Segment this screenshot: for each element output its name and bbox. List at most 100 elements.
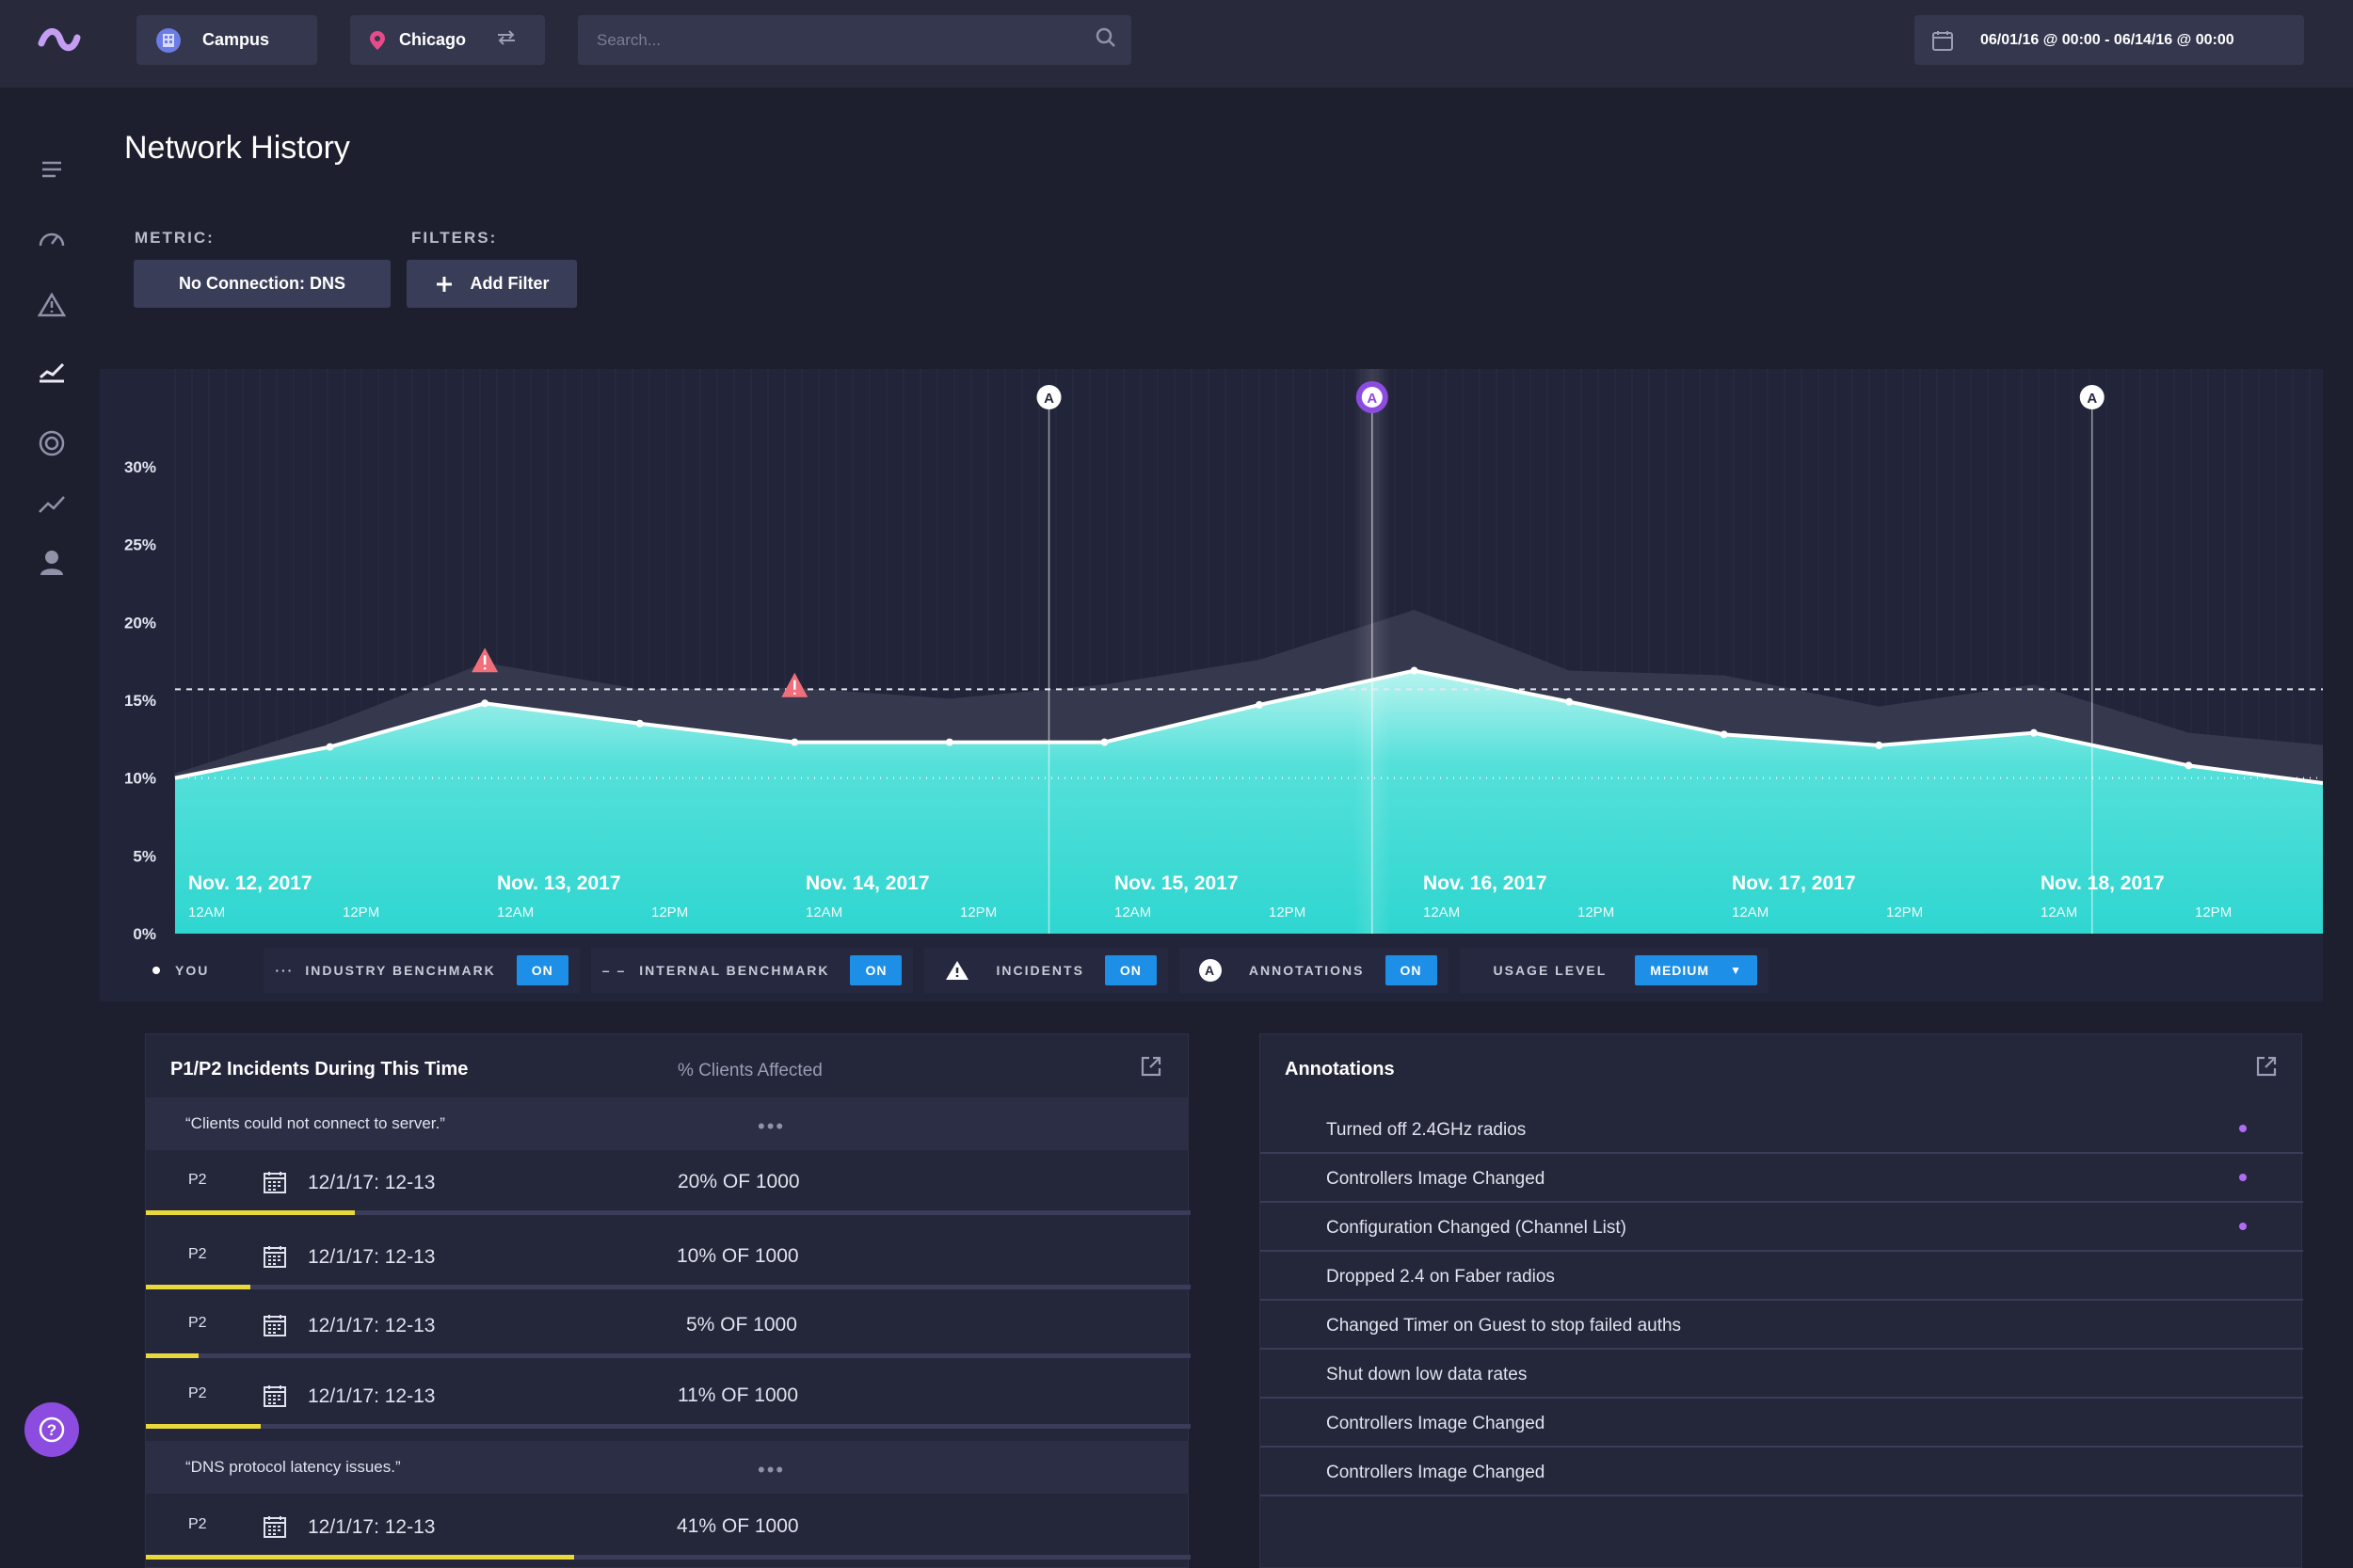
progress-fill: [146, 1424, 262, 1429]
annotation-text: Dropped 2.4 on Faber radios: [1326, 1267, 1555, 1287]
add-filter-label: Add Filter: [470, 274, 550, 293]
you-dot-icon: [152, 967, 160, 974]
legend-internal-benchmark: – – INTERNAL BENCHMARK ON: [590, 948, 914, 993]
y-tick-label: 15%: [124, 692, 156, 710]
network-history-chart: 30% 25% 20% 15% 10% 5% 0% A A A Nov. 12, 2017 12AM 1…: [100, 369, 2323, 1001]
search-field[interactable]: Search...: [578, 15, 1131, 65]
more-options-icon[interactable]: •••: [758, 1114, 786, 1138]
metric-select[interactable]: No Connection: DNS: [134, 260, 391, 308]
progress-fill: [146, 1353, 199, 1358]
annotation-marker-dot: [2239, 1174, 2247, 1181]
data-point: [1100, 738, 1109, 746]
app-logo[interactable]: [38, 23, 81, 60]
usage-level-dropdown[interactable]: MEDIUM ▼: [1635, 955, 1757, 985]
radar-icon[interactable]: [36, 427, 68, 459]
x-sub-tick-label: 12PM: [1269, 904, 1305, 920]
help-button[interactable]: ?: [24, 1402, 79, 1457]
location-selector[interactable]: Chicago: [350, 15, 545, 65]
dashboard-gauge-icon[interactable]: [36, 222, 68, 254]
menu-icon[interactable]: [36, 153, 68, 185]
annotation-text: Controllers Image Changed: [1326, 1169, 1545, 1189]
legend-usage-label: USAGE LEVEL: [1493, 963, 1608, 978]
data-point: [1410, 666, 1418, 675]
annotation-item[interactable]: Changed Timer on Guest to stop failed au…: [1260, 1301, 2303, 1350]
incident-row[interactable]: P2 12/1/17: 12-13 20% OF 1000: [146, 1149, 1191, 1215]
x-day-label: Nov. 16, 2017: [1423, 872, 1547, 894]
y-tick-label: 10%: [124, 770, 156, 788]
incident-clients-affected: 41% OF 1000: [677, 1515, 799, 1537]
x-sub-tick-label: 12PM: [651, 904, 688, 920]
incident-warning-icon: [945, 960, 969, 981]
annotation-item[interactable]: Shut down low data rates: [1260, 1350, 2303, 1399]
add-filter-button[interactable]: Add Filter: [407, 260, 577, 308]
progress-track: [146, 1353, 1191, 1358]
annotation-item[interactable]: Turned off 2.4GHz radios: [1260, 1105, 2303, 1154]
location-pin-icon: [369, 30, 386, 51]
incident-row[interactable]: P2 12/1/17: 12-13 5% OF 1000: [146, 1292, 1191, 1358]
x-day-label: Nov. 18, 2017: [2041, 872, 2165, 894]
progress-track: [146, 1210, 1191, 1215]
y-tick-label: 0%: [133, 925, 156, 943]
x-sub-tick-label: 12PM: [2195, 904, 2232, 920]
data-point: [2029, 728, 2038, 737]
incident-row[interactable]: P2 12/1/17: 12-13 11% OF 1000: [146, 1363, 1191, 1429]
annotation-marker-label: A: [1044, 391, 1054, 407]
x-sub-tick-label: 12PM: [343, 904, 379, 920]
trends-icon[interactable]: [36, 488, 68, 520]
dotted-line-icon: ···: [275, 963, 295, 978]
annotation-marker-inner: [1361, 387, 1383, 408]
annotations-toggle[interactable]: ON: [1385, 955, 1437, 985]
incident-row[interactable]: P2 12/1/17: 12-13 10% OF 1000: [146, 1224, 1191, 1289]
x-sub-tick-label: 12AM: [806, 904, 842, 920]
annotation-marker-label: A: [2087, 391, 2097, 407]
annotation-item[interactable]: Controllers Image Changed: [1260, 1448, 2303, 1496]
x-sub-tick-label: 12AM: [1732, 904, 1769, 920]
annotation-marker-dot: [2239, 1223, 2247, 1230]
annotation-marker-dot: [2239, 1125, 2247, 1132]
incident-group[interactable]: “Clients could not connect to server.” •…: [146, 1097, 1189, 1150]
x-sub-tick-label: 12PM: [1577, 904, 1614, 920]
annotation-item[interactable]: Controllers Image Changed: [1260, 1399, 2303, 1448]
incident-priority: P2: [188, 1516, 207, 1532]
data-point: [945, 738, 953, 746]
filters-label: FILTERS:: [411, 229, 498, 247]
incident-group[interactable]: “DNS protocol latency issues.” •••: [146, 1441, 1189, 1494]
chart-svg: 30% 25% 20% 15% 10% 5% 0% A A A Nov. 12, 2017 12AM 1…: [124, 369, 2323, 943]
data-point: [1875, 741, 1883, 749]
swap-icon[interactable]: [496, 29, 517, 51]
progress-fill: [146, 1285, 250, 1289]
svg-text:?: ?: [47, 1421, 56, 1439]
location-label: Chicago: [399, 30, 467, 49]
legend-usage-level: USAGE LEVEL MEDIUM ▼: [1459, 948, 1769, 993]
more-options-icon[interactable]: •••: [758, 1458, 786, 1481]
incident-priority: P2: [188, 1246, 207, 1262]
legend-annotations-label: ANNOTATIONS: [1248, 963, 1365, 978]
annotation-item[interactable]: Dropped 2.4 on Faber radios: [1260, 1252, 2303, 1301]
progress-fill: [146, 1555, 575, 1560]
search-icon[interactable]: [1096, 27, 1116, 53]
legend-annotations: A ANNOTATIONS ON: [1178, 948, 1449, 993]
annotation-item[interactable]: Configuration Changed (Channel List): [1260, 1203, 2303, 1252]
internal-benchmark-toggle[interactable]: ON: [850, 955, 903, 985]
legend-you: YOU: [100, 948, 252, 993]
x-day-label: Nov. 15, 2017: [1114, 872, 1239, 894]
open-external-icon[interactable]: [2255, 1055, 2278, 1082]
search-input[interactable]: Search...: [597, 30, 662, 49]
network-history-icon[interactable]: [36, 355, 68, 387]
data-point: [791, 738, 799, 746]
incident-row[interactable]: P2 12/1/17: 12-13 41% OF 1000: [146, 1494, 1191, 1560]
data-point: [1256, 700, 1263, 709]
campus-selector[interactable]: Campus: [136, 15, 317, 65]
calendar-icon: [263, 1384, 287, 1413]
date-range-picker[interactable]: 06/01/16 @ 00:00 - 06/14/16 @ 00:00: [1914, 15, 2304, 65]
annotation-marker: [2079, 385, 2105, 409]
annotation-text: Controllers Image Changed: [1326, 1414, 1545, 1433]
annotation-item[interactable]: Controllers Image Changed: [1260, 1154, 2303, 1203]
alerts-icon[interactable]: [36, 289, 68, 321]
incidents-toggle[interactable]: ON: [1104, 955, 1157, 985]
open-external-icon[interactable]: [1140, 1055, 1162, 1082]
industry-benchmark-toggle[interactable]: ON: [516, 955, 568, 985]
user-icon[interactable]: [36, 547, 68, 579]
data-point: [2185, 761, 2193, 770]
data-point: [326, 743, 334, 751]
